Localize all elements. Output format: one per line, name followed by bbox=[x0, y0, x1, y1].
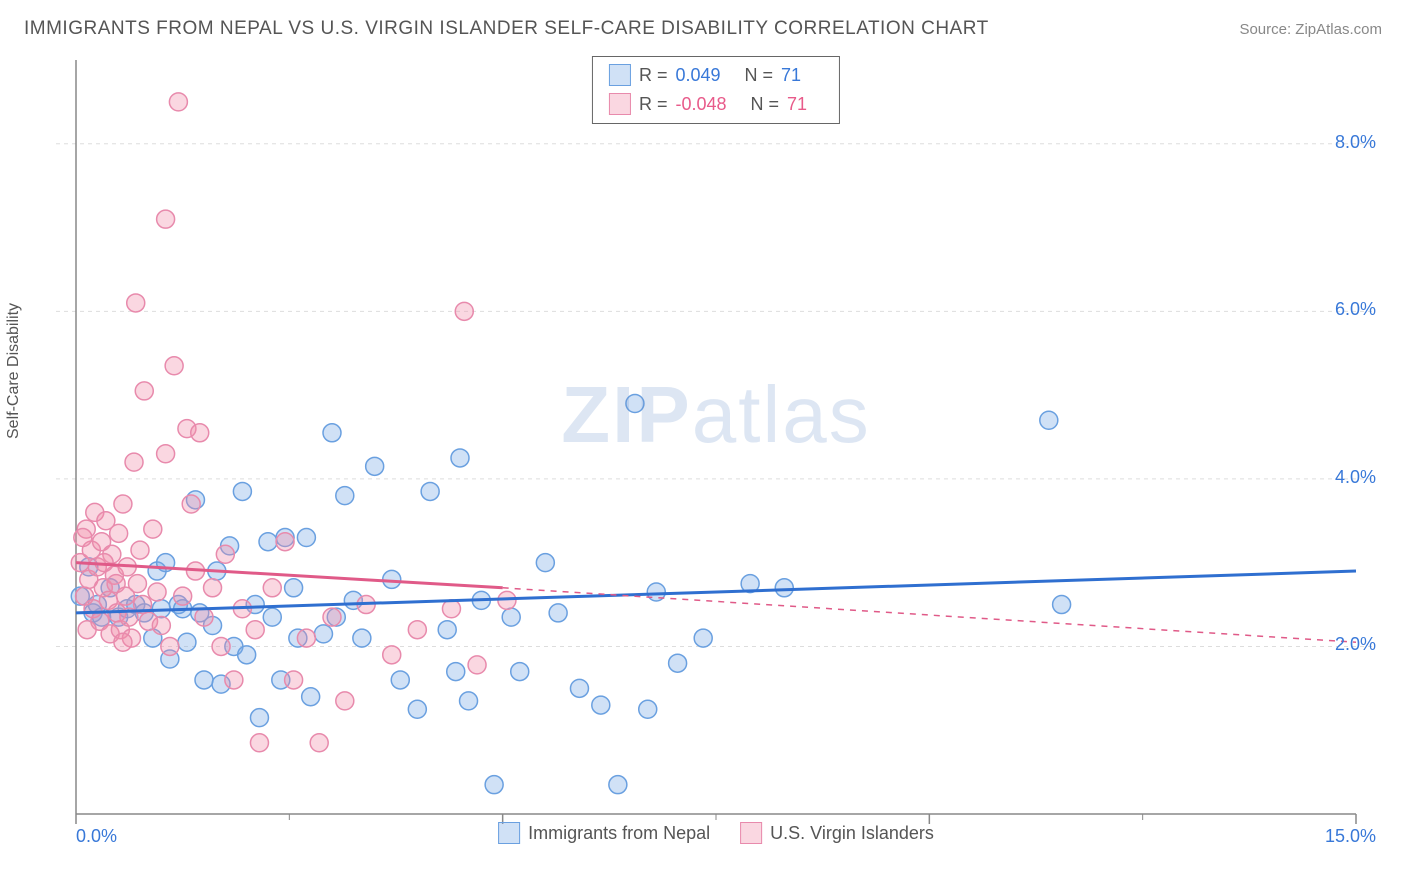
legend-label-nepal: Immigrants from Nepal bbox=[528, 823, 710, 844]
swatch-nepal bbox=[609, 64, 631, 86]
scatter-chart bbox=[56, 56, 1376, 836]
legend-label-usvi: U.S. Virgin Islanders bbox=[770, 823, 934, 844]
swatch-usvi bbox=[609, 93, 631, 115]
y-tick-label: 6.0% bbox=[1335, 299, 1376, 320]
y-axis-label: Self-Care Disability bbox=[5, 303, 23, 439]
n-value-nepal: 71 bbox=[781, 61, 801, 90]
y-tick-label: 2.0% bbox=[1335, 634, 1376, 655]
correlation-row-nepal: R = 0.049 N = 71 bbox=[609, 61, 823, 90]
swatch-usvi bbox=[740, 822, 762, 844]
chart-title: IMMIGRANTS FROM NEPAL VS U.S. VIRGIN ISL… bbox=[24, 18, 989, 40]
series-legend: Immigrants from Nepal U.S. Virgin Island… bbox=[498, 822, 934, 844]
r-value-nepal: 0.049 bbox=[675, 61, 720, 90]
legend-item-nepal: Immigrants from Nepal bbox=[498, 822, 710, 844]
y-tick-label: 4.0% bbox=[1335, 467, 1376, 488]
r-label: R = bbox=[639, 90, 668, 119]
y-tick-label: 8.0% bbox=[1335, 132, 1376, 153]
chart-container: ZIPatlas R = 0.049 N = 71 R = -0.048 N =… bbox=[56, 56, 1376, 836]
correlation-row-usvi: R = -0.048 N = 71 bbox=[609, 90, 823, 119]
legend-item-usvi: U.S. Virgin Islanders bbox=[740, 822, 934, 844]
n-label: N = bbox=[745, 61, 774, 90]
x-tick-label: 15.0% bbox=[1325, 826, 1376, 847]
r-label: R = bbox=[639, 61, 668, 90]
swatch-nepal bbox=[498, 822, 520, 844]
x-tick-label: 0.0% bbox=[76, 826, 117, 847]
source-attribution: Source: ZipAtlas.com bbox=[1239, 21, 1382, 38]
n-value-usvi: 71 bbox=[787, 90, 807, 119]
n-label: N = bbox=[751, 90, 780, 119]
r-value-usvi: -0.048 bbox=[675, 90, 726, 119]
correlation-legend: R = 0.049 N = 71 R = -0.048 N = 71 bbox=[592, 56, 840, 124]
